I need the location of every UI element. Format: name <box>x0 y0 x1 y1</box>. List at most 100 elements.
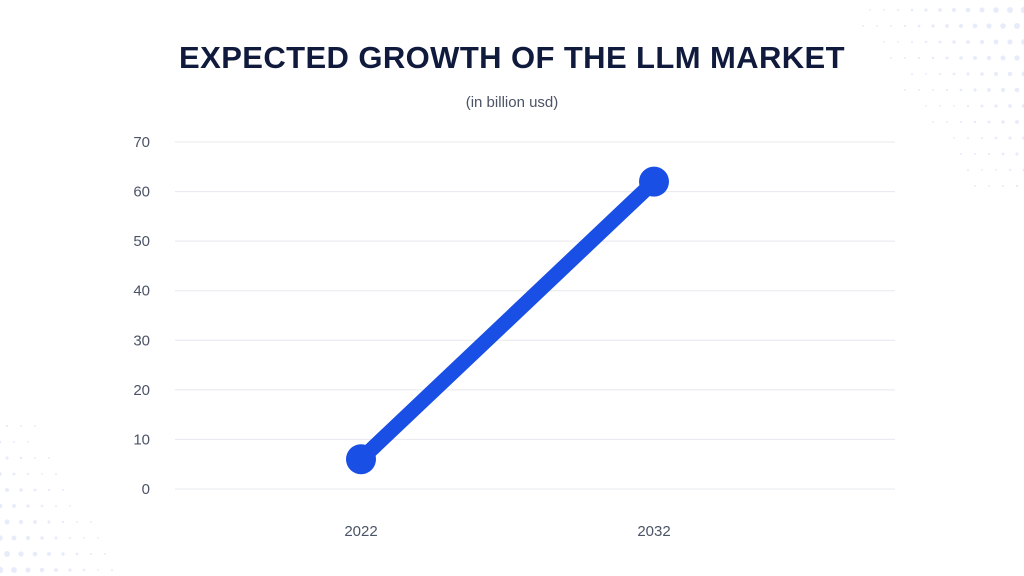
decorative-dot <box>1000 87 1006 93</box>
decorative-dot <box>958 23 964 29</box>
chart-title: EXPECTED GROWTH OF THE LLM MARKET <box>179 40 845 75</box>
decorative-dot <box>11 567 17 573</box>
decorative-dot <box>883 9 885 11</box>
decorative-dot <box>966 72 970 76</box>
decorative-dot <box>959 88 963 92</box>
decorative-dot <box>960 153 962 155</box>
decorative-dot <box>11 535 17 541</box>
decorative-dot <box>876 25 878 27</box>
y-tick-label: 10 <box>133 431 150 448</box>
decorative-dot <box>1021 103 1024 109</box>
decorative-dot <box>4 487 10 493</box>
y-tick-label: 30 <box>133 332 150 349</box>
decorative-dot <box>980 104 984 108</box>
decorative-dot <box>40 536 44 540</box>
decorative-dot <box>33 488 37 492</box>
decorative-dot <box>4 551 10 557</box>
decorative-dot <box>1013 22 1021 30</box>
decorative-dot <box>32 551 38 557</box>
decorative-dot <box>1014 87 1020 93</box>
decorative-dot <box>869 9 871 11</box>
decorative-dot <box>89 552 93 556</box>
decorative-dot <box>973 120 977 124</box>
decorative-dot <box>883 41 885 43</box>
decorative-dot <box>932 121 934 123</box>
decorative-dot <box>83 537 85 539</box>
decorative-dot <box>925 105 927 107</box>
decorative-dot <box>972 23 978 29</box>
decorative-dot <box>1001 120 1005 124</box>
decorative-dot <box>1007 39 1013 45</box>
decorative-dot <box>40 504 44 508</box>
decorative-dot <box>973 56 977 60</box>
decorative-dot <box>12 440 16 444</box>
decorative-dot <box>18 519 24 525</box>
decorative-dot <box>97 569 99 571</box>
decorative-dot <box>980 72 984 76</box>
decorative-dot <box>1008 104 1012 108</box>
decorative-dot <box>946 121 948 123</box>
decorative-dot <box>1021 71 1024 77</box>
decorative-dot <box>19 456 23 460</box>
x-tick-label: 2032 <box>637 523 670 540</box>
decorative-dot <box>54 536 58 540</box>
decorative-dot <box>104 553 106 555</box>
decorative-dot <box>904 57 906 59</box>
decorative-dot <box>20 425 22 427</box>
decorative-dot <box>4 519 10 525</box>
decorative-dot <box>34 425 36 427</box>
decorative-dot <box>0 472 2 476</box>
decorative-dot <box>90 521 92 523</box>
decorative-dot <box>1000 23 1006 29</box>
decorative-dot <box>25 567 31 573</box>
decorative-dot <box>931 24 935 28</box>
y-tick-label: 40 <box>133 283 150 300</box>
decorative-dot <box>69 505 71 507</box>
decorative-dot <box>979 39 985 45</box>
y-tick-label: 50 <box>133 233 150 250</box>
decorative-dot <box>952 40 956 44</box>
decorative-dot <box>62 489 64 491</box>
decorative-dot <box>12 472 16 476</box>
decorative-dot <box>903 24 907 28</box>
decorative-dot <box>5 456 9 460</box>
decorative-dot <box>46 551 52 557</box>
decorative-dot <box>938 40 942 44</box>
decorative-dot <box>967 169 969 171</box>
decorative-dot <box>939 105 941 107</box>
decorative-dot <box>1007 71 1013 77</box>
decorative-dot <box>27 441 29 443</box>
decorative-dot <box>54 504 58 508</box>
chart-subtitle: (in billion usd) <box>465 94 559 111</box>
decorative-dot <box>25 535 31 541</box>
decorative-dot <box>987 152 991 156</box>
decorative-dot <box>1001 152 1005 156</box>
decorative-dot <box>987 88 991 92</box>
decorative-dot <box>965 7 971 13</box>
decorative-dot <box>1007 7 1013 13</box>
data-point <box>639 166 669 197</box>
decorative-dot <box>945 24 949 28</box>
decorative-dot <box>981 169 983 171</box>
decorative-dot <box>938 72 942 76</box>
decorative-dot <box>966 104 970 108</box>
decorative-dot <box>945 56 949 60</box>
decorative-dot <box>890 57 892 59</box>
decorative-dot <box>904 89 906 91</box>
decorative-dot <box>0 440 2 444</box>
y-tick-label: 20 <box>133 382 150 399</box>
decorative-dot <box>47 488 51 492</box>
decorative-dot <box>924 8 928 12</box>
decorative-dot <box>993 7 999 13</box>
decorative-dot <box>986 55 992 61</box>
decorative-dot <box>993 71 999 77</box>
decorative-dot <box>1015 152 1019 156</box>
decorative-dot <box>993 39 999 45</box>
decorative-dot <box>932 89 934 91</box>
decorative-dot <box>994 136 998 140</box>
decorative-dot <box>911 73 913 75</box>
decorative-dot <box>897 41 899 43</box>
decorative-dot <box>966 40 970 44</box>
decorative-dot <box>68 568 72 572</box>
